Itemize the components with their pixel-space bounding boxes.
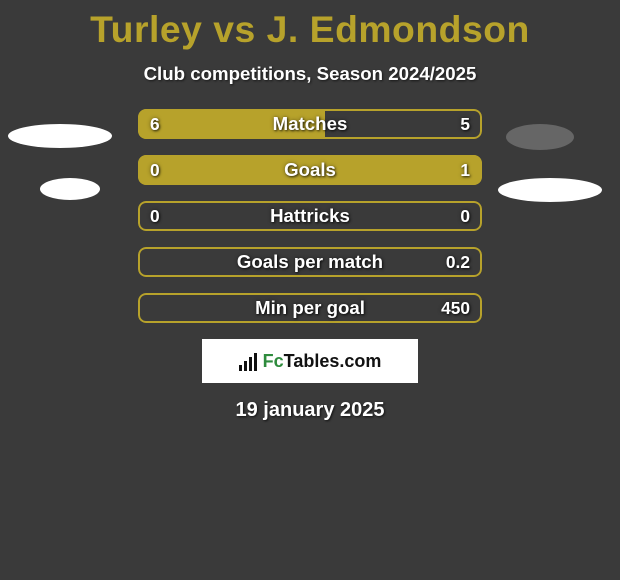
stat-row: 00Hattricks — [138, 201, 482, 231]
brand-suffix: Tables.com — [284, 351, 382, 371]
stat-row: 450Min per goal — [138, 293, 482, 323]
page-title: Turley vs J. Edmondson — [0, 0, 620, 51]
brand-text: FcTables.com — [263, 351, 382, 372]
stat-label: Min per goal — [138, 293, 482, 323]
stat-label: Goals — [138, 155, 482, 185]
comparison-infographic: Turley vs J. Edmondson Club competitions… — [0, 0, 620, 580]
stat-row: 0.2Goals per match — [138, 247, 482, 277]
subtitle: Club competitions, Season 2024/2025 — [0, 63, 620, 85]
brand-badge: FcTables.com — [202, 339, 418, 383]
date-label: 19 january 2025 — [0, 399, 620, 422]
bar-chart-icon — [239, 351, 257, 371]
stat-row: 65Matches — [138, 109, 482, 139]
stat-label: Goals per match — [138, 247, 482, 277]
stat-label: Matches — [138, 109, 482, 139]
stat-row: 01Goals — [138, 155, 482, 185]
stats-container: 65Matches 01Goals 00Hattricks 0.2Goals per … — [0, 109, 620, 323]
stat-label: Hattricks — [138, 201, 482, 231]
brand-prefix: Fc — [263, 351, 284, 371]
